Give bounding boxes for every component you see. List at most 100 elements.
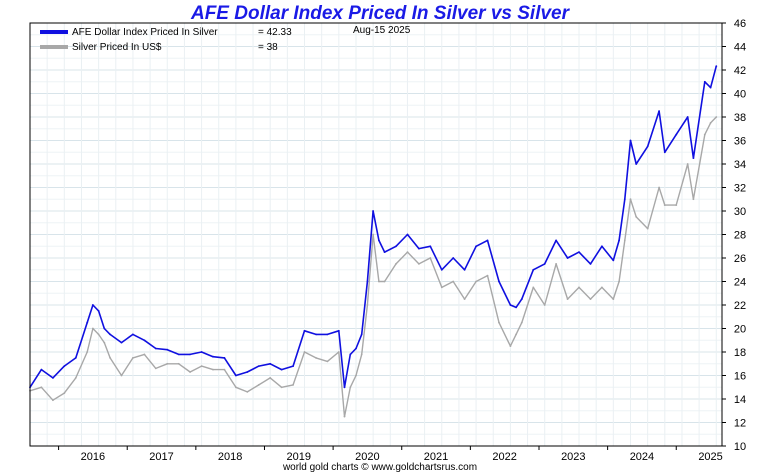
data-point	[154, 347, 157, 350]
data-point	[646, 145, 649, 148]
y-tick-label: 36	[734, 136, 746, 148]
series-line	[29, 116, 717, 418]
data-point	[355, 347, 357, 350]
data-point	[715, 65, 718, 67]
data-point	[601, 245, 603, 248]
data-point	[418, 263, 420, 265]
data-point	[246, 391, 249, 393]
data-point	[303, 329, 306, 332]
data-point	[143, 339, 146, 342]
data-point	[692, 157, 695, 160]
data-point	[635, 163, 638, 165]
data-point	[372, 233, 374, 236]
data-point	[92, 327, 94, 330]
y-tick-label: 12	[734, 418, 746, 430]
y-tick-label: 26	[734, 253, 746, 265]
data-point	[658, 186, 660, 189]
data-point	[349, 386, 352, 389]
data-point	[315, 333, 317, 336]
y-tick-label: 42	[734, 65, 746, 77]
y-tick-label: 20	[734, 324, 746, 336]
data-point	[189, 353, 192, 356]
data-point	[686, 116, 689, 118]
data-point	[543, 263, 546, 265]
data-point	[166, 348, 169, 351]
data-point	[315, 357, 317, 359]
data-point	[63, 392, 66, 394]
data-point	[132, 333, 134, 336]
data-point	[292, 365, 294, 367]
data-point	[337, 351, 340, 353]
data-point	[360, 333, 363, 336]
x-tick-label: 2019	[287, 451, 311, 463]
data-point	[463, 298, 466, 300]
data-point	[686, 163, 689, 165]
data-point	[709, 122, 712, 124]
y-tick-label: 46	[734, 18, 746, 30]
data-point	[235, 386, 237, 389]
x-tick-label: 2024	[630, 451, 654, 463]
y-tick-label: 34	[734, 159, 746, 171]
data-point	[337, 329, 340, 332]
data-point	[74, 357, 77, 359]
data-point	[303, 351, 306, 353]
y-tick-label: 44	[734, 42, 746, 54]
legend-value-afe: = 42.33	[258, 27, 292, 38]
data-point	[612, 298, 615, 300]
y-axis: 10 12 14 16 18 20 22 24 26 28 30 32 34 36 38 40 42 44 46	[722, 18, 746, 453]
data-point	[246, 371, 249, 373]
data-point	[360, 353, 363, 356]
legend-label-silver: Silver Priced In US$	[72, 42, 162, 53]
data-point	[132, 357, 134, 359]
x-axis: 2016 2017 2018 2019 2020 2021 2022 2023 2024 2025	[58, 446, 723, 463]
y-tick-label: 16	[734, 371, 746, 383]
data-point	[269, 362, 272, 365]
data-point	[40, 386, 43, 389]
y-tick-label: 22	[734, 300, 746, 312]
data-point	[372, 210, 374, 212]
data-point	[601, 286, 603, 289]
data-point	[63, 365, 66, 367]
x-tick-label: 2025	[698, 451, 722, 463]
data-point	[383, 251, 386, 254]
data-point	[515, 333, 517, 336]
data-point	[280, 386, 283, 389]
data-point	[355, 374, 357, 377]
x-tick-label: 2017	[149, 451, 173, 463]
data-point	[452, 280, 455, 283]
data-point	[177, 362, 180, 365]
data-point	[86, 321, 89, 324]
data-point	[578, 286, 580, 289]
data-point	[212, 368, 214, 371]
y-tick-label: 18	[734, 347, 746, 359]
data-point	[429, 257, 432, 259]
data-point	[383, 280, 386, 283]
date-label: Aug-15 2025	[353, 25, 411, 36]
data-point	[343, 415, 346, 418]
legend: AFE Dollar Index Priced In Silver = 42.3…	[40, 25, 411, 53]
plot-border	[29, 22, 723, 447]
data-point	[418, 247, 420, 250]
data-point	[349, 353, 352, 356]
data-point	[623, 198, 626, 201]
y-tick-label: 40	[734, 89, 746, 101]
data-point	[486, 239, 489, 242]
data-point	[177, 353, 180, 356]
series-layer	[29, 65, 718, 418]
data-point	[635, 216, 638, 218]
data-point	[663, 204, 666, 207]
data-point	[486, 274, 489, 277]
data-point	[623, 239, 626, 242]
data-point	[452, 257, 455, 259]
data-point	[646, 227, 649, 230]
data-point	[257, 365, 260, 367]
y-tick-label: 28	[734, 230, 746, 242]
data-point	[578, 251, 580, 254]
y-tick-label: 14	[734, 394, 746, 406]
data-point	[663, 151, 666, 154]
data-point	[292, 384, 294, 386]
data-point	[555, 263, 557, 265]
data-point	[326, 333, 329, 336]
data-point	[498, 280, 500, 283]
data-point	[429, 245, 432, 248]
